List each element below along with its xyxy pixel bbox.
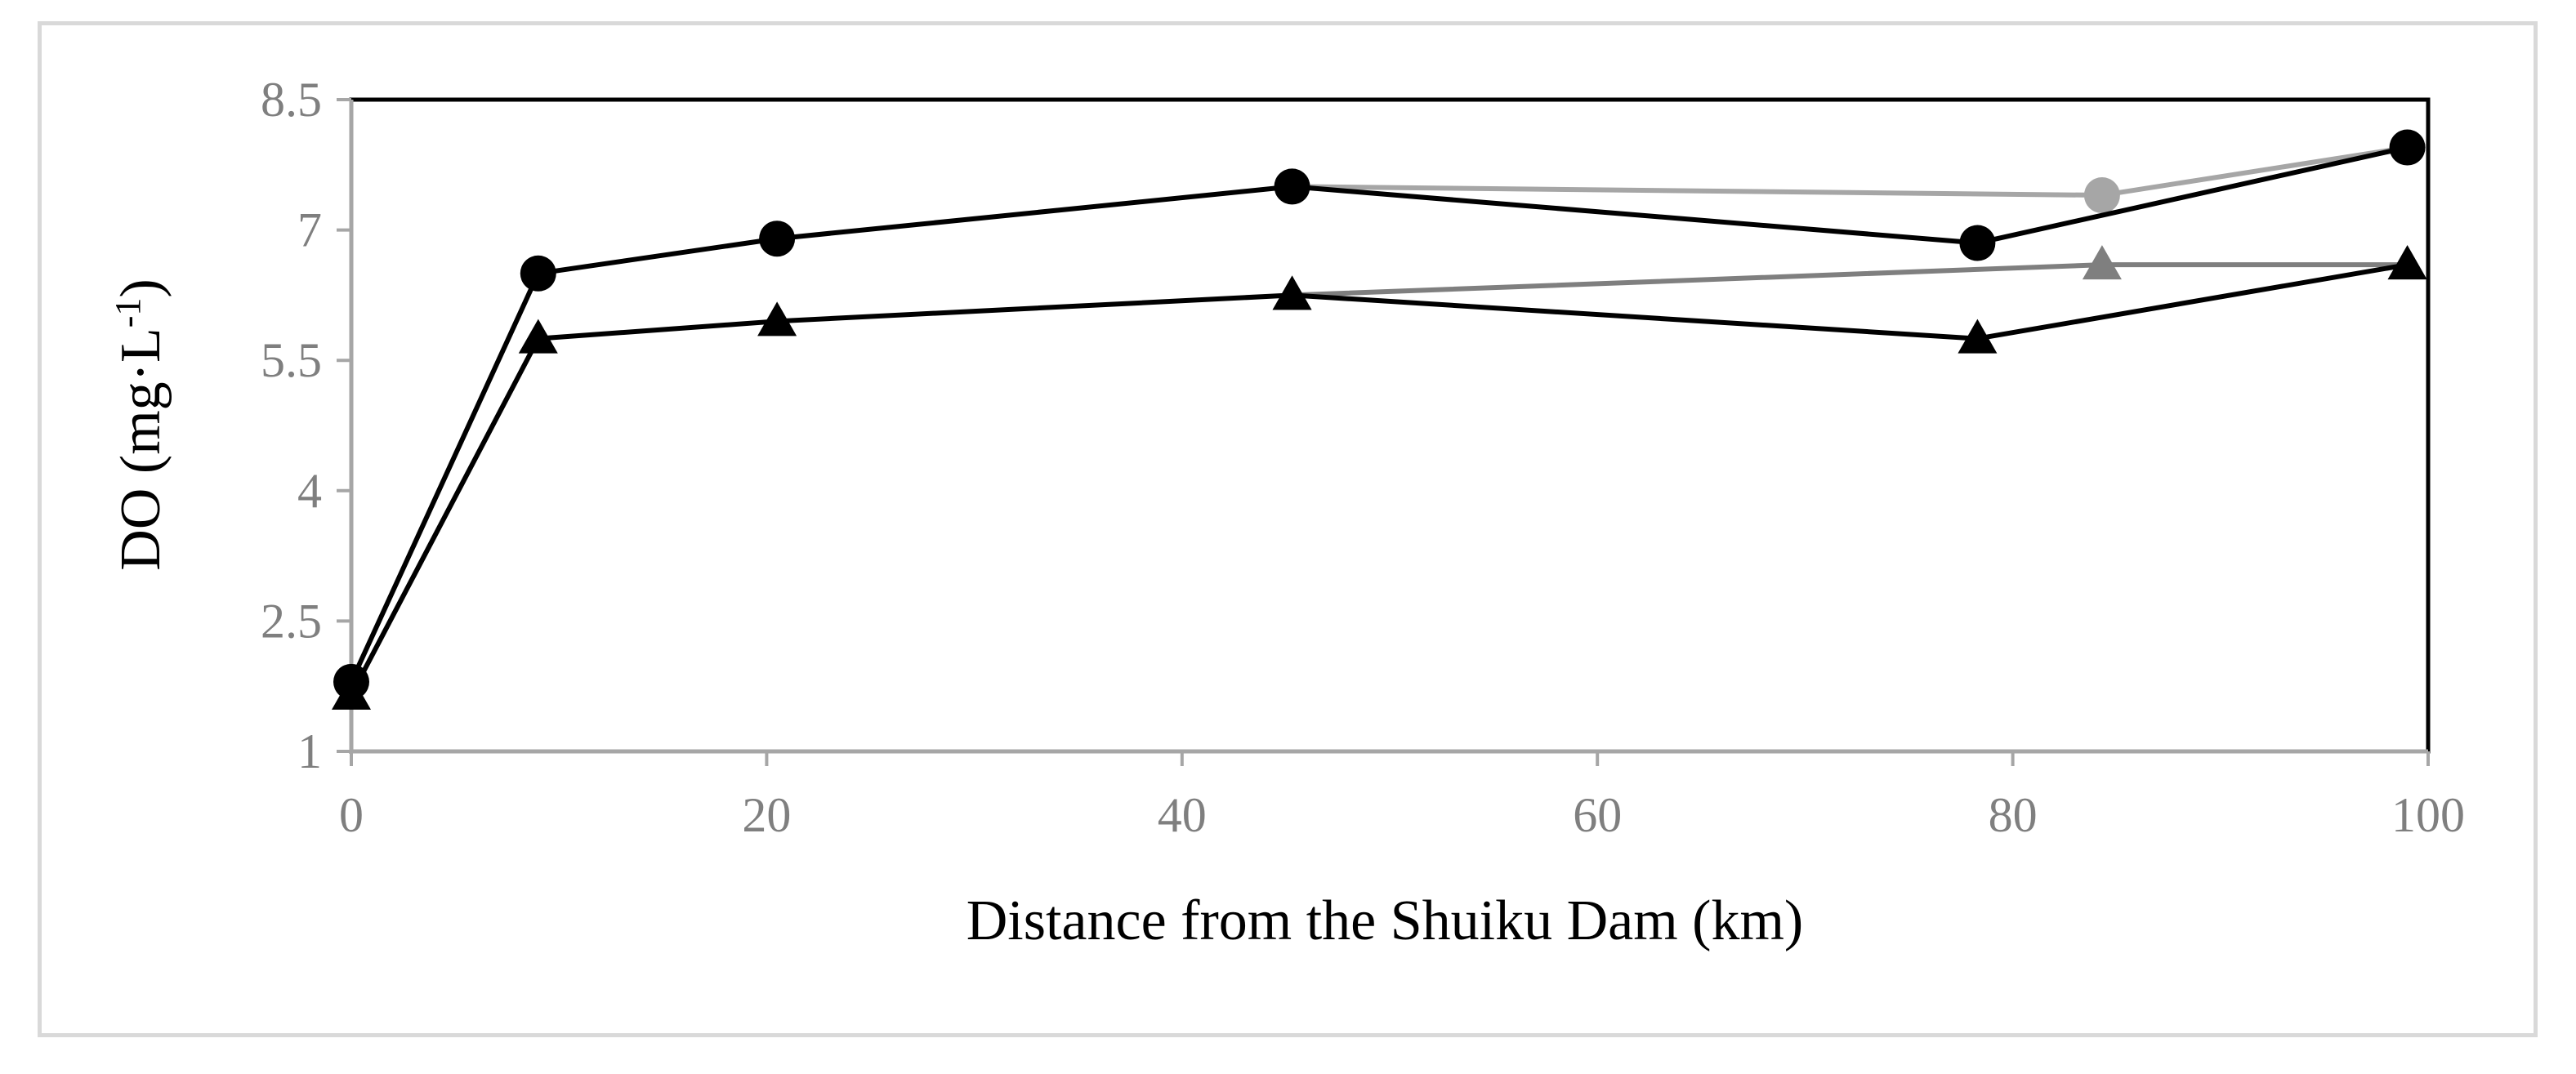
x-axis-title: Distance from the Shuiku Dam (km) [967, 889, 1804, 952]
series-layer [332, 129, 2427, 710]
x-tick-label: 0 [339, 788, 364, 842]
data-point-circle [520, 255, 556, 292]
data-point-circle [2083, 177, 2120, 214]
data-point-triangle [1272, 275, 1312, 310]
y-tick-label: 8.5 [261, 73, 322, 127]
x-tick-label: 80 [1989, 788, 2038, 842]
y-tick-label: 5.5 [261, 333, 322, 387]
series-line [1292, 262, 2408, 298]
y-axis-title-close: ) [109, 279, 172, 297]
axes [337, 97, 2431, 766]
data-point-triangle [2387, 245, 2427, 280]
x-tick-label: 100 [2391, 788, 2465, 842]
x-tick-label: 20 [742, 788, 791, 842]
data-point-circle [1959, 225, 1996, 261]
y-axis-title: DO (mg·L-1) [108, 279, 173, 570]
data-point-circle [2389, 129, 2426, 166]
series-line [349, 262, 2409, 697]
data-point-circle [759, 221, 796, 257]
data-point-circle [1274, 168, 1310, 205]
data-point-triangle [757, 301, 797, 336]
data-point-triangle [2082, 245, 2122, 280]
y-axis-title-main: DO (mg·L [109, 328, 172, 570]
y-axis-title-sup: -1 [108, 298, 148, 328]
y-tick-label: 2.5 [261, 594, 322, 648]
y-tick-label: 4 [297, 464, 322, 518]
y-tick-label: 1 [297, 724, 322, 778]
data-point-triangle [332, 675, 371, 710]
series-2-triangle [332, 245, 2427, 710]
x-tick-label: 40 [1158, 788, 1207, 842]
series-3-triangle [1272, 245, 2427, 310]
data-point-triangle [1958, 319, 1998, 354]
series-line [1292, 145, 2409, 198]
y-tick-label: 7 [297, 203, 322, 257]
tick-labels: 1 2.5 4 5.5 7 8.5 0 20 40 60 80 100 [261, 73, 2465, 842]
data-point-triangle [518, 319, 558, 354]
series-0-circle [333, 129, 2426, 700]
x-tick-label: 60 [1573, 788, 1622, 842]
series-line [349, 145, 2409, 684]
